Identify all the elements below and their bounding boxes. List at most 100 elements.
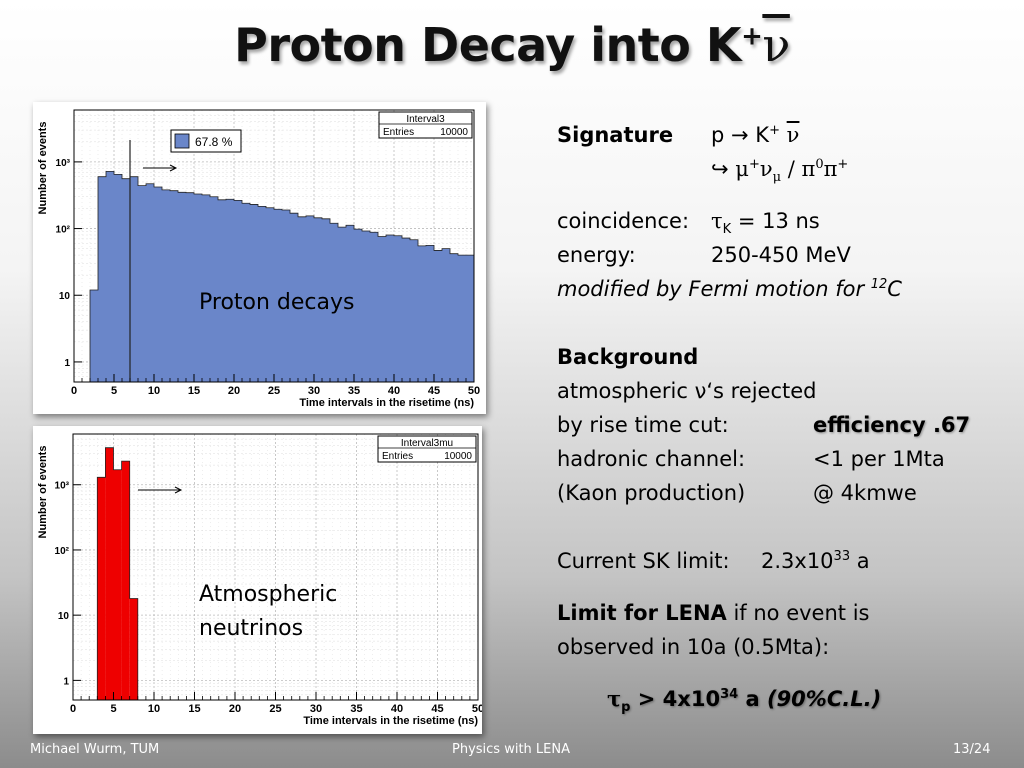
histogram-outline	[89, 171, 475, 382]
x-tick-label: 50	[468, 385, 480, 397]
stats-entries-label: Entries	[383, 127, 414, 138]
footer-page-number: 13/24	[953, 742, 991, 757]
histogram-bar	[97, 477, 106, 700]
stats-box	[377, 435, 477, 463]
stats-entries-label: Entries	[382, 451, 413, 462]
histogram-bar	[202, 194, 210, 382]
histogram-bar	[154, 187, 162, 382]
y-tick-label: 1	[64, 358, 70, 369]
hadronic-label: hadronic channel:	[557, 447, 746, 471]
histogram-atmospheric-neutrinos: 0 5 10 15 20 25 30 35 40 45 50 1 10 10² 10³ Time interv…	[33, 426, 482, 734]
histogram-bar	[250, 204, 258, 382]
background-heading: Background	[557, 345, 699, 369]
stats-box	[378, 111, 473, 139]
histogram-bar	[362, 230, 370, 382]
footer-talk-title: Physics with LENA	[452, 742, 570, 757]
histogram-bar	[282, 209, 290, 382]
x-tick-label: 40	[391, 703, 403, 715]
cut-arrow-head	[174, 486, 183, 494]
title-antineutrino: ν	[762, 18, 790, 72]
histogram-bar	[266, 207, 274, 382]
stats-title: Interval3mu	[401, 438, 453, 449]
histogram-bar	[98, 176, 106, 382]
histogram-bar	[450, 253, 458, 382]
histogram-bar	[402, 238, 410, 382]
histogram-bar	[418, 245, 426, 382]
histogram-bar	[354, 229, 362, 382]
energy-label: energy:	[557, 243, 636, 267]
x-tick-label: 5	[110, 703, 116, 715]
legend-swatch	[174, 133, 190, 149]
cut-arrow-head	[169, 164, 178, 172]
kaon-label: (Kaon production)	[557, 481, 746, 505]
overlay-label-atmospheric: Atmospheric	[199, 582, 338, 607]
histogram-bar	[113, 469, 122, 700]
tau-p-limit: τp > 4x1034 a (90%C.L.)	[607, 686, 882, 716]
histogram-proton-decays: 0 5 10 15 20 25 30 35 40 45 50 1 10 10² 10³ Time interv…	[33, 102, 486, 414]
x-axis-label: Time intervals in the risetime (ns)	[303, 715, 478, 727]
histogram-bar	[186, 192, 194, 382]
histogram-bar	[458, 255, 466, 382]
legend-label: 67.8 %	[195, 135, 233, 149]
stats-entries-value: 10000	[440, 127, 468, 138]
x-tick-label: 35	[348, 385, 360, 397]
histogram-bar	[121, 461, 130, 700]
x-tick-label: 30	[308, 385, 320, 397]
y-tick-label: 10³	[55, 481, 70, 492]
x-tick-label: 25	[268, 385, 280, 397]
efficiency-value: efficiency .67	[813, 413, 971, 437]
decay-chain: ↪ μ+νμ / π0π+	[711, 157, 849, 186]
histogram-bar	[178, 192, 186, 382]
x-tick-label: 45	[428, 385, 440, 397]
histogram-bar	[130, 176, 138, 382]
histogram-bar	[105, 447, 114, 700]
energy-value: 250-450 MeV	[711, 243, 851, 267]
histogram-bar	[106, 171, 114, 382]
histogram-bar	[426, 245, 434, 382]
histogram-bar	[394, 235, 402, 382]
signature-label: Signature	[557, 123, 674, 147]
histogram-bar	[290, 213, 298, 382]
x-tick-label: 40	[388, 385, 400, 397]
histogram-bar	[338, 227, 346, 382]
y-tick-label: 1	[63, 676, 69, 687]
x-tick-label: 0	[70, 703, 76, 715]
histogram-bar	[218, 199, 226, 382]
histogram-bar	[346, 225, 354, 382]
histogram-bar	[170, 190, 178, 382]
coincidence-label: coincidence:	[557, 209, 690, 233]
x-tick-label: 15	[188, 385, 200, 397]
histogram-proton-decays-svg: 0 5 10 15 20 25 30 35 40 45 50 1 10 10² 10³ Time interv…	[37, 109, 480, 409]
histogram-bar	[210, 196, 218, 382]
x-tick-label: 45	[431, 703, 443, 715]
y-tick-label: 10	[59, 291, 71, 302]
y-tick-label: 10	[58, 611, 70, 622]
sk-limit-label: Current SK limit:	[557, 549, 730, 573]
histogram-bar	[442, 248, 450, 382]
x-tick-label: 20	[229, 703, 241, 715]
histogram-bar	[138, 185, 146, 382]
histogram-bar	[370, 232, 378, 382]
overlay-label-neutrinos: neutrinos	[199, 616, 304, 641]
histogram-outline	[96, 447, 139, 700]
histogram-bar	[386, 235, 394, 382]
x-tick-label: 0	[71, 385, 77, 397]
x-tick-label: 20	[228, 385, 240, 397]
histogram-bar	[258, 206, 266, 382]
histogram-bar	[162, 189, 170, 382]
slide-title: Proton Decay into K+ν	[0, 18, 1024, 72]
x-tick-label: 5	[111, 385, 117, 397]
histogram-bar	[410, 239, 418, 382]
signature-reaction: p → K+ ν	[711, 123, 800, 147]
histogram-bar	[226, 199, 234, 382]
coincidence-value: τK = 13 ns	[711, 209, 820, 238]
lena-limit-line2: observed in 10a (0.5Mta):	[557, 635, 830, 659]
x-tick-label: 15	[188, 703, 200, 715]
histogram-bar	[314, 217, 322, 382]
histogram-bar	[434, 250, 442, 382]
histogram-bar	[274, 209, 282, 382]
stats-entries-value: 10000	[444, 451, 472, 462]
x-tick-label: 30	[310, 703, 322, 715]
histogram-bar	[146, 183, 154, 382]
histogram-bar	[298, 216, 306, 382]
